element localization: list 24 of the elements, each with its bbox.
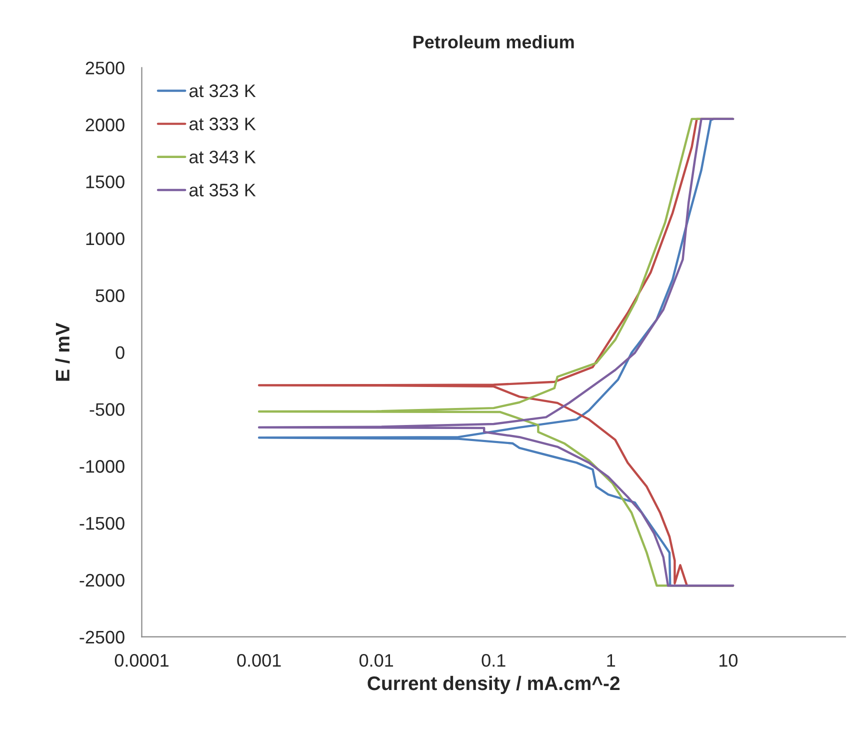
y-tick-label: -1500 xyxy=(80,516,124,530)
x-tick-label: 0.1 xyxy=(482,654,506,667)
y-tick-label: 2500 xyxy=(86,62,124,74)
x-tick-label: 0.01 xyxy=(359,654,394,667)
y-tick-label: -1000 xyxy=(80,460,124,473)
y-tick-label: 500 xyxy=(96,289,124,302)
y-tick-label: 0 xyxy=(116,346,124,360)
y-axis-title: E / mV xyxy=(55,322,70,381)
legend-label: at 323 K xyxy=(189,84,256,98)
x-axis-title: Current density / mA.cm^-2 xyxy=(368,676,620,694)
legend-label: at 353 K xyxy=(189,184,256,196)
x-tick-label: 10 xyxy=(720,654,738,667)
x-tick-label: 0.0001 xyxy=(114,654,168,667)
x-tick-label: 1 xyxy=(607,654,616,667)
x-tick-label: 0.001 xyxy=(237,654,281,667)
legend-label: at 343 K xyxy=(189,150,256,164)
y-tick-label: -500 xyxy=(90,403,124,416)
chart-title: Petroleum medium xyxy=(414,35,574,48)
y-tick-label: 2000 xyxy=(86,118,124,132)
y-tick-label: 1000 xyxy=(86,232,124,246)
y-tick-label: -2000 xyxy=(80,574,124,587)
legend-label: at 333 K xyxy=(189,118,256,130)
y-tick-label: -2500 xyxy=(80,630,124,644)
y-tick-label: 1500 xyxy=(86,175,124,188)
